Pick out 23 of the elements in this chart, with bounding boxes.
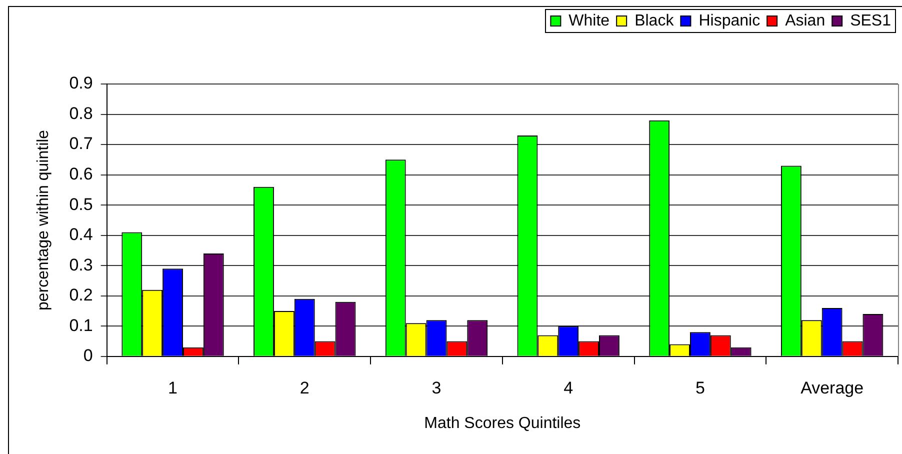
y-tick-label: 0.6	[69, 164, 93, 184]
y-tick-label: 0.5	[69, 194, 93, 214]
x-tick-label: 5	[695, 378, 705, 398]
y-axis-title: percentage within quintile	[35, 130, 52, 310]
y-tick-label: 0.8	[69, 104, 93, 123]
x-tick-label: 2	[300, 378, 310, 398]
y-tick-label: 0.1	[69, 316, 93, 335]
y-tick-label: 0.7	[69, 134, 93, 154]
legend-label: SES1	[850, 12, 892, 30]
legend-label: Hispanic	[698, 12, 760, 30]
legend-label: White	[568, 12, 610, 30]
x-axis-title: Math Scores Quintiles	[424, 414, 581, 432]
legend-label: Asian	[785, 12, 826, 30]
y-tick-label: 0	[83, 346, 93, 366]
x-tick-label: 3	[432, 378, 442, 398]
y-tick-label: 0.9	[69, 74, 93, 93]
y-tick-label: 0.2	[69, 286, 93, 305]
x-tick-label: 1	[168, 378, 178, 398]
x-tick-label: Average	[800, 378, 864, 398]
legend-label: Black	[634, 12, 675, 30]
x-tick-label: 4	[564, 378, 574, 398]
y-tick-label: 0.4	[69, 225, 93, 244]
y-tick-label: 0.3	[69, 255, 93, 274]
